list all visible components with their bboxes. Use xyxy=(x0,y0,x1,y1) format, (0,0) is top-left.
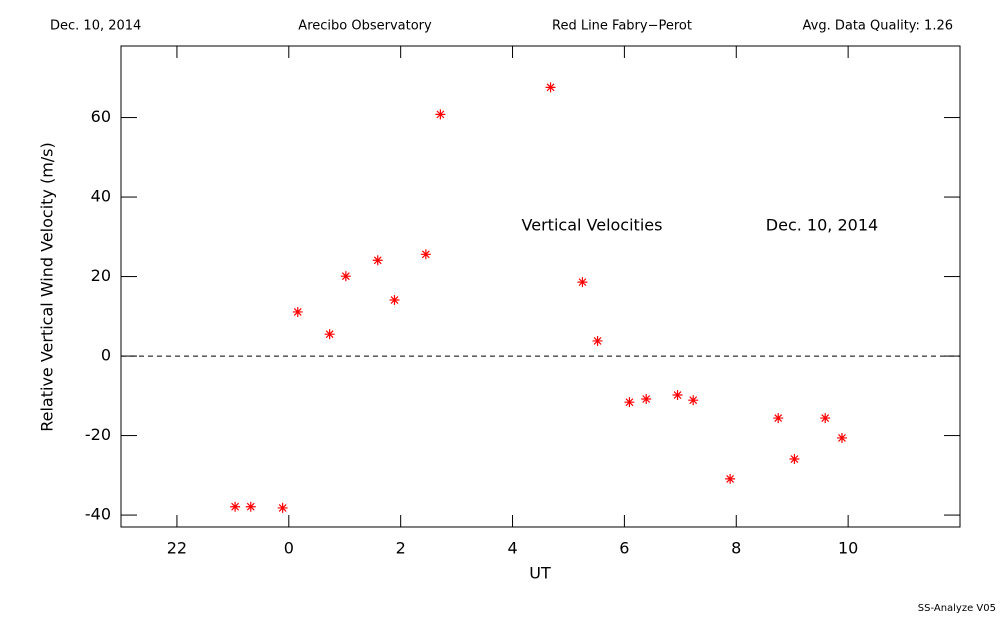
asterisk xyxy=(641,393,652,404)
y-tick-label: -40 xyxy=(85,505,111,524)
asterisk xyxy=(725,473,736,484)
x-axis-label: UT xyxy=(529,564,551,583)
footer: SS-Analyze V05 xyxy=(918,603,996,614)
y-tick-label: 20 xyxy=(91,266,111,285)
asterisk xyxy=(420,249,431,260)
annotation: Vertical Velocities xyxy=(522,216,663,235)
header-site: Arecibo Observatory xyxy=(298,19,432,34)
y-tick-label: 0 xyxy=(101,346,111,365)
y-axis-label: Relative Vertical Wind Velocity (m/s) xyxy=(38,142,57,432)
header-date: Dec. 10, 2014 xyxy=(50,19,141,34)
x-tick-label: 22 xyxy=(167,539,187,558)
data-point xyxy=(672,390,683,401)
data-point xyxy=(420,249,431,260)
y-tick-label: 40 xyxy=(91,187,111,206)
asterisk xyxy=(245,501,256,512)
asterisk xyxy=(688,395,699,406)
header-quality: Avg. Data Quality: 1.26 xyxy=(803,19,953,34)
data-point xyxy=(773,413,784,424)
y-tick-label: 60 xyxy=(91,107,111,126)
asterisk xyxy=(789,454,800,465)
x-tick-label: 0 xyxy=(284,539,294,558)
asterisk xyxy=(592,335,603,346)
data-point xyxy=(592,335,603,346)
data-point xyxy=(545,82,556,93)
header-instrument: Red Line Fabry−Perot xyxy=(552,19,692,34)
data-point xyxy=(372,255,383,266)
asterisk xyxy=(435,109,446,120)
data-point xyxy=(230,501,241,512)
data-point xyxy=(725,473,736,484)
data-point xyxy=(820,413,831,424)
asterisk xyxy=(324,329,335,340)
asterisk xyxy=(820,413,831,424)
data-point xyxy=(577,277,588,288)
asterisk xyxy=(372,255,383,266)
data-point xyxy=(624,397,635,408)
asterisk xyxy=(277,502,288,513)
data-point xyxy=(789,454,800,465)
data-point xyxy=(292,306,303,317)
x-tick-label: 6 xyxy=(619,539,629,558)
x-tick-label: 2 xyxy=(396,539,406,558)
annotation: Dec. 10, 2014 xyxy=(766,216,878,235)
data-point xyxy=(688,395,699,406)
asterisk xyxy=(836,432,847,443)
asterisk xyxy=(672,390,683,401)
asterisk xyxy=(292,306,303,317)
data-point xyxy=(277,502,288,513)
y-tick-label: -20 xyxy=(85,425,111,444)
data-point xyxy=(435,109,446,120)
asterisk xyxy=(230,501,241,512)
plot-frame xyxy=(120,45,961,528)
data-point xyxy=(324,329,335,340)
asterisk xyxy=(545,82,556,93)
asterisk xyxy=(773,413,784,424)
data-point xyxy=(836,432,847,443)
data-point xyxy=(340,271,351,282)
asterisk xyxy=(624,397,635,408)
x-tick-label: 4 xyxy=(507,539,517,558)
asterisk xyxy=(389,295,400,306)
asterisk xyxy=(340,271,351,282)
data-point xyxy=(389,295,400,306)
data-point xyxy=(245,501,256,512)
x-tick-label: 8 xyxy=(731,539,741,558)
asterisk xyxy=(577,277,588,288)
data-point xyxy=(641,393,652,404)
x-tick-label: 10 xyxy=(838,539,858,558)
